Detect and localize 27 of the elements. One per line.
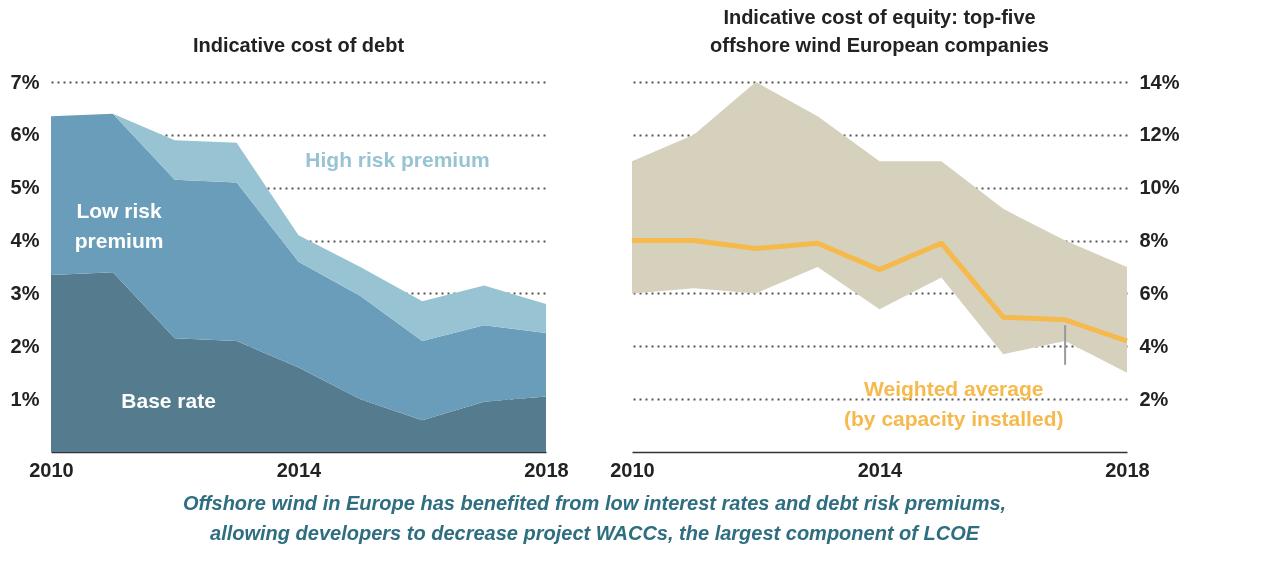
x-tick-label: 2014 (857, 458, 904, 481)
y-tick-label: 3% (10, 281, 40, 304)
x-tick-label: 2010 (29, 458, 74, 481)
y-tick-label: 6% (10, 123, 40, 146)
y-tick-label: 4% (10, 229, 40, 252)
series-label: Base rate (121, 388, 216, 412)
x-tick-label: 2010 (610, 458, 655, 481)
y2-tick-label: 14% (1139, 70, 1180, 93)
y-tick-label: 1% (10, 387, 40, 410)
chart-title: Indicative cost of debt (192, 34, 405, 56)
text: Weighted average (by capacity installed) (844, 376, 1064, 430)
text: Offshore wind in Europe has benefited from low interest rates and debt risk premiums, allowing developers to decrease project WACCs, the largest component of LCOE (183, 492, 1007, 544)
y2-tick-label: 2% (1139, 387, 1169, 410)
x-tick-label: 2014 (276, 458, 323, 481)
y-tick-label: 2% (10, 334, 40, 357)
y2-tick-label: 4% (1139, 334, 1169, 357)
y-tick-label: 7% (10, 70, 40, 93)
x-tick-label: 2018 (524, 458, 569, 481)
y2-tick-label: 12% (1139, 123, 1180, 146)
y-tick-label: 5% (10, 176, 40, 199)
x-tick-label: 2018 (1105, 458, 1150, 481)
y2-tick-label: 8% (1139, 229, 1169, 252)
y2-tick-label: 6% (1139, 281, 1169, 304)
y2-tick-label: 10% (1139, 176, 1180, 199)
series-label: Low risk premium (74, 198, 164, 252)
chart-title: Indicative cost of equity: top-five offshore wind European companies (710, 6, 1049, 56)
series-label: High risk premium (305, 148, 490, 172)
